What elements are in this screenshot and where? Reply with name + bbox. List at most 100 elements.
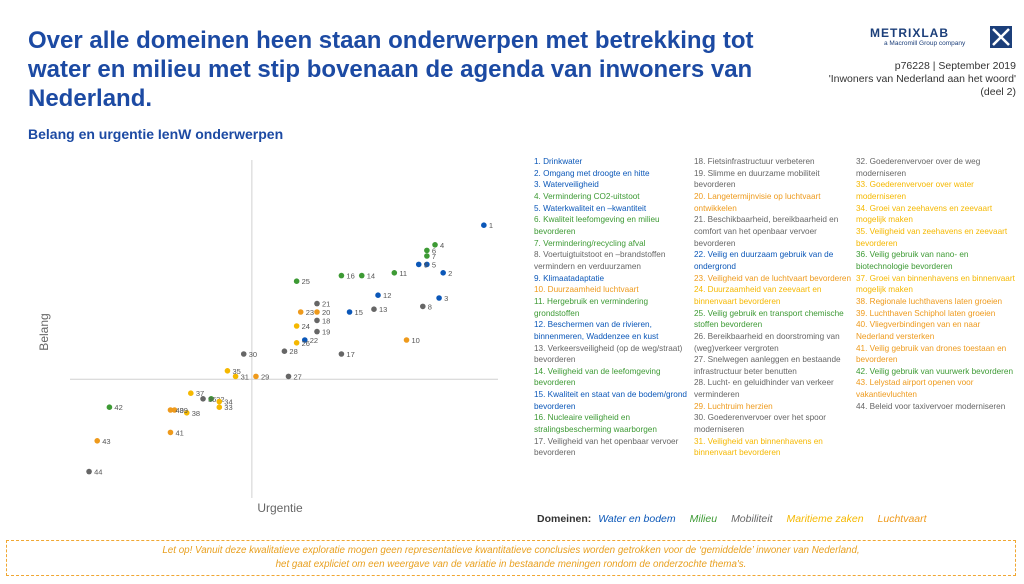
point-label-37: 37 [196, 389, 204, 398]
point-label-9: 9 [424, 260, 428, 269]
legend-entry: binnenvaart bevorderen [694, 296, 781, 306]
point-24 [293, 323, 300, 329]
domain-luchtvaart: Luchtvaart [877, 513, 927, 525]
point-34 [216, 398, 223, 405]
point-label-22: 22 [310, 336, 318, 345]
point-32 [208, 396, 214, 402]
point-40 [167, 407, 174, 413]
legend-entry: 20. Langetermijnvisie op luchtvaart [694, 191, 821, 201]
legend-entry: 17. Veiligheid van het openbaar vervoer [534, 436, 679, 446]
legend-entry: 33. Goederenvervoer over water [856, 180, 974, 190]
point-16 [338, 272, 345, 279]
point-label-31: 31 [241, 372, 249, 381]
legend-entry: bevorderen [534, 226, 576, 236]
metrixlab-logo: METRIXLAB a Macromill Group company [870, 26, 1012, 54]
scatter-chart: Urgentie Belang 123456789101112131415161… [37, 160, 498, 515]
point-27 [285, 373, 292, 380]
disclaimer-line-2: het gaat expliciet om een weergave van d… [275, 559, 747, 570]
point-19 [314, 328, 320, 335]
legend-entry: 5. Waterkwaliteit en –kwantiteit [534, 203, 647, 213]
point-15 [346, 309, 353, 315]
point-39 [171, 407, 178, 413]
domain-maritiem: Maritieme zaken [786, 513, 864, 525]
logo-text: METRIXLAB [870, 26, 949, 40]
point-8 [420, 303, 426, 310]
legend-entry: bevorderen [534, 401, 576, 411]
legend-entry: vakantievluchten [856, 390, 917, 400]
legend-entry: moderniseren [856, 168, 907, 178]
point-12 [375, 292, 381, 298]
legend-entry: 43. Lelystad airport openen voor [856, 378, 974, 388]
legend-entry: mogelijk maken [856, 285, 913, 295]
point-37 [188, 390, 194, 396]
legend-entry: 18. Fietsinfrastructuur verbeteren [694, 157, 815, 166]
point-33 [216, 404, 223, 410]
point-41 [167, 429, 174, 436]
legend-entry: 26. Bereikbaarheid en doorstroming van [694, 331, 840, 341]
point-label-4: 4 [440, 241, 444, 250]
meta-part: (deel 2) [980, 86, 1016, 98]
point-label-11: 11 [399, 269, 407, 278]
domain-water: Water en bodem [598, 513, 676, 525]
legend-entry: 11. Hergebruik en vermindering [534, 296, 649, 306]
legend-entry: 37. Groei van binnenhavens en binnenvaar… [856, 273, 1015, 283]
point-2 [440, 270, 446, 276]
legend-entry: 40. Vliegverbindingen van en naar [856, 320, 981, 330]
title-line-1: Over alle domeinen heen staan onderwerpe… [28, 27, 754, 54]
point-label-19: 19 [322, 328, 330, 337]
legend-entry: 35. Veiligheid van zeehavens en zeevaart [856, 226, 1008, 236]
point-10 [403, 337, 410, 343]
point-label-26: 26 [302, 339, 310, 348]
meta-project: p76228 | September 2019 [894, 60, 1016, 72]
legend-entry: ontwikkelen [694, 203, 737, 213]
point-14 [358, 272, 365, 279]
point-17 [338, 351, 345, 357]
point-36 [200, 396, 206, 402]
topic-legend-column-1: 1. Drinkwater 2. Omgang met droogte en hi… [534, 156, 694, 459]
legend-entry: moderniseren [694, 425, 745, 435]
legend-entry: vermindern en verduurzamen [534, 261, 641, 271]
legend-entry: 14. Veiligheid van de leefomgeving [534, 366, 661, 376]
point-label-39: 39 [180, 406, 188, 415]
legend-entry: 29. Luchtruim herzien [694, 401, 773, 411]
legend-entry: 38. Regionale luchthavens laten groeien [856, 296, 1003, 306]
legend-entry: bevorderen [856, 238, 898, 248]
point-35 [224, 368, 231, 374]
data-points: 1234567891011121314151617181920212223242… [86, 221, 493, 477]
point-28 [281, 348, 288, 354]
point-label-44: 44 [94, 468, 102, 477]
point-21 [314, 300, 320, 307]
disclaimer-box: Let op! Vanuit deze kwalitatieve explora… [6, 540, 1016, 576]
legend-entry: 9. Klimaatadaptatie [534, 273, 605, 283]
point-11 [391, 270, 398, 276]
point-label-7: 7 [432, 252, 436, 261]
point-31 [232, 373, 239, 380]
point-label-36: 36 [208, 395, 216, 404]
domain-mobiliteit: Mobiliteit [731, 513, 773, 525]
x-axis-label: Urgentie [257, 501, 303, 515]
legend-entry: 23. Veiligheid van de luchtvaart bevorde… [694, 273, 852, 283]
point-42 [106, 404, 113, 410]
legend-entry: 6. Kwaliteit leefomgeving en milieu [534, 215, 660, 225]
legend-entry: bevorderen [534, 378, 576, 388]
meta-title: 'Inwoners van Nederland aan het woord' [828, 73, 1016, 85]
legend-entry: mogelijk maken [856, 215, 913, 225]
point-22 [301, 337, 308, 343]
point-7 [424, 253, 430, 259]
point-4 [432, 242, 438, 248]
topic-legend-column-2: 18. Fietsinfrastructuur verbeteren 19. Sl… [694, 156, 856, 459]
point-29 [253, 373, 259, 380]
point-label-43: 43 [102, 437, 110, 446]
logo-mark-icon [990, 26, 1012, 48]
legend-entry: grondstoffen [534, 308, 580, 318]
legend-entry: 19. Slimme en duurzame mobiliteit [694, 168, 820, 178]
point-23 [297, 309, 304, 315]
legend-entry: 22. Veilig en duurzaam gebruik van de [694, 250, 834, 260]
legend-entry: 31. Veiligheid van binnenhavens en [694, 436, 823, 446]
legend-entry: verminderen [694, 390, 740, 400]
legend-entry: 8. Voertuigtuitstoot en –brandstoffen [534, 250, 666, 260]
point-label-25: 25 [302, 277, 310, 286]
page-title: Over alle domeinen heen staan onderwerpe… [28, 26, 818, 113]
domain-milieu: Milieu [689, 513, 718, 525]
logo-subtext: a Macromill Group company [884, 40, 966, 47]
